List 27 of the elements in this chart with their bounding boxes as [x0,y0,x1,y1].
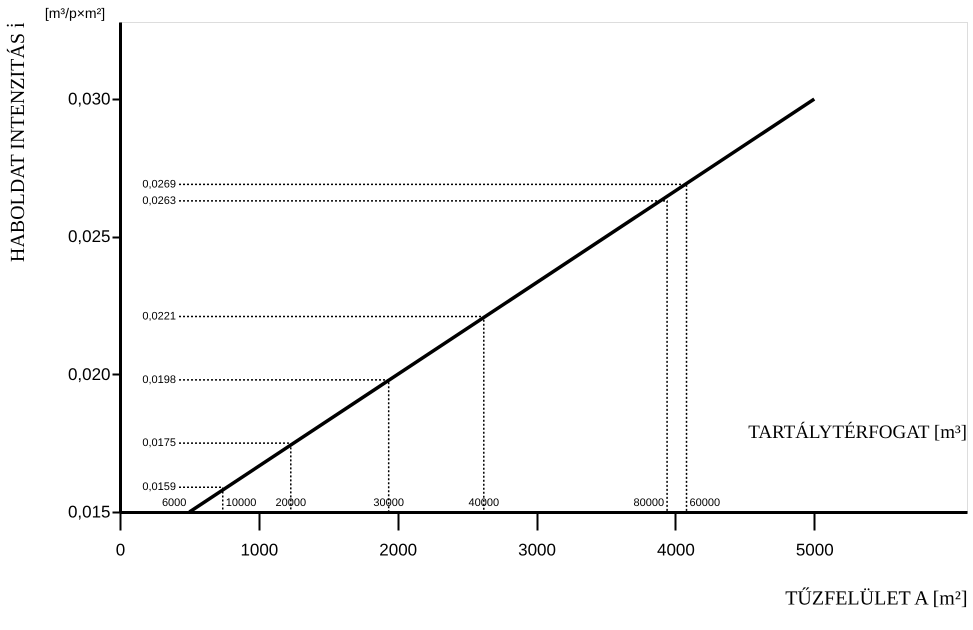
annotation: 80000 [633,497,664,509]
annotation: 0,0269 [142,178,176,190]
annotation: 20000 [275,497,306,509]
annotation: 0,0221 [142,310,176,323]
annotation: TARTÁLYTÉRFOGAT [m³] [748,421,967,443]
x-tick-label: 4000 [656,540,695,560]
y-axis-title: HABOLDAT INTENZITÁS i̇ [6,22,29,262]
annotation: 6000 [162,497,186,509]
annotation: 0,0263 [142,194,176,207]
y-tick-label: 0,025 [68,227,110,246]
annotation: 10000 [226,497,256,509]
x-tick-label: 2000 [379,540,418,560]
y-tick-label: 0,030 [68,90,110,109]
x-tick-label: 0 [116,540,126,560]
annotation: 60000 [690,497,720,509]
annotation: 0,0175 [142,437,176,450]
x-axis-title: TŰZFELÜLET A [m²] [785,586,968,610]
x-tick-label: 5000 [796,540,834,560]
x-tick-label: 1000 [240,540,278,560]
y-tick-label: 0,020 [68,364,110,384]
annotation: 0,0198 [142,374,176,386]
text: [m³/p×m²] [44,5,106,21]
annotation: 40000 [468,497,500,509]
annotation: 0,0159 [142,481,176,494]
x-tick-label: 3000 [518,540,556,560]
y-tick-label: 0,015 [68,502,110,522]
annotation: 30000 [373,497,404,509]
